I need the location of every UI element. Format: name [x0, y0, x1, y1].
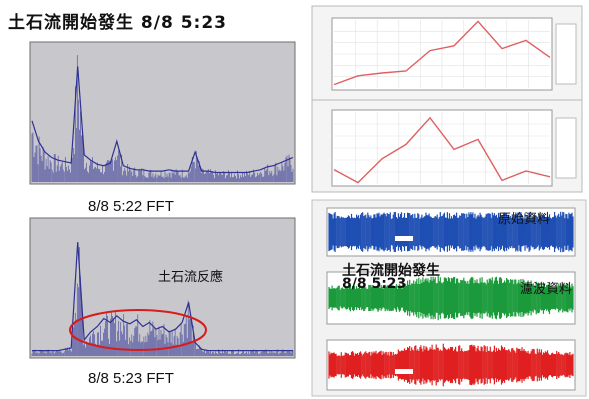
reaction-label: 土石流反應 [158, 266, 223, 285]
wave-raw-marker [395, 236, 413, 241]
fft-bottom-panel [30, 218, 295, 358]
trend-bottom-panel [312, 100, 582, 192]
raw-data-label: 原始資料 [498, 208, 550, 227]
fft-top-panel [30, 42, 295, 184]
wave-red-marker [395, 369, 413, 374]
fft-top-caption: 8/8 5:22 FFT [88, 198, 174, 215]
waveform-panels [312, 200, 586, 396]
fft-bottom-plot-area [30, 218, 295, 358]
trend-top-legend [556, 24, 576, 84]
fft-bottom-caption: 8/8 5:23 FFT [88, 370, 174, 387]
filtered-data-label: 濾波資料 [520, 278, 572, 297]
trend-bottom-legend [556, 118, 576, 178]
event-time-label: 8/8 5:23 [342, 276, 406, 292]
trend-top-panel [312, 6, 582, 102]
